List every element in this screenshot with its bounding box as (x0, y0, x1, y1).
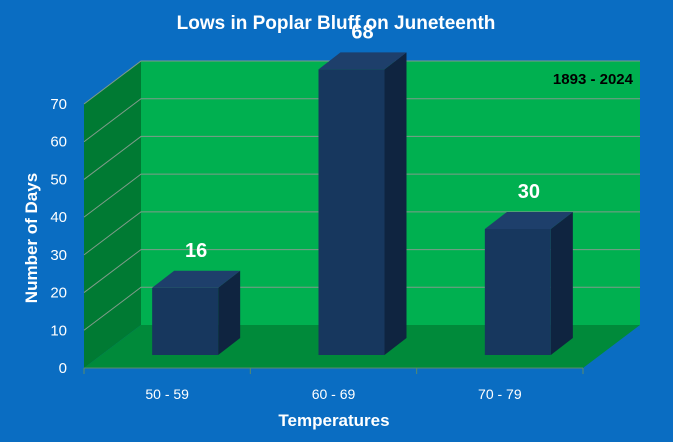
chart-title: Lows in Poplar Bluff on Juneteenth (177, 13, 496, 34)
bar-top (318, 52, 407, 70)
bar-front (484, 229, 551, 355)
bar-front (152, 287, 219, 355)
bars (152, 52, 573, 356)
gridlines (83, 60, 640, 331)
bar-front (318, 69, 385, 356)
bar (484, 212, 573, 355)
bar-top (484, 212, 573, 229)
y-axis-ticks: 0 10 20 30 40 50 60 70 (50, 96, 67, 377)
y-tick-label: 50 (50, 171, 67, 188)
x-tick-label: 50 - 59 (145, 386, 189, 402)
y-axis-label: Number of Days (22, 173, 41, 303)
x-axis-label: Temperatures (278, 411, 389, 430)
y-tick-label: 60 (50, 134, 67, 151)
gridline (83, 249, 640, 293)
gridline (83, 60, 640, 105)
gridline (83, 173, 640, 218)
bar (318, 52, 407, 356)
x-tick-label: 60 - 69 (312, 386, 356, 402)
date-range-annotation: 1893 - 2024 (553, 71, 634, 88)
x-axis-ticks: 50 - 59 60 - 69 70 - 79 (83, 368, 584, 402)
y-tick-label: 70 (50, 96, 67, 113)
bar (152, 270, 241, 355)
gridline (83, 135, 640, 180)
data-labels: 16 68 30 (185, 21, 540, 261)
bar-side (384, 52, 407, 356)
data-label: 30 (518, 181, 540, 203)
side-wall (84, 61, 141, 368)
y-tick-label: 0 (59, 360, 67, 377)
bar-side (550, 212, 573, 355)
y-tick-label: 30 (50, 247, 67, 264)
gridline (83, 211, 640, 256)
bar-top (152, 270, 241, 288)
x-tick-label: 70 - 79 (478, 386, 522, 402)
gridline (83, 286, 640, 331)
data-label: 16 (185, 240, 207, 262)
y-tick-label: 40 (50, 209, 67, 226)
y-tick-label: 20 (50, 285, 67, 302)
data-label: 68 (351, 21, 373, 43)
gridline (83, 98, 640, 143)
bar-side (218, 270, 241, 355)
y-tick-label: 10 (50, 322, 67, 339)
